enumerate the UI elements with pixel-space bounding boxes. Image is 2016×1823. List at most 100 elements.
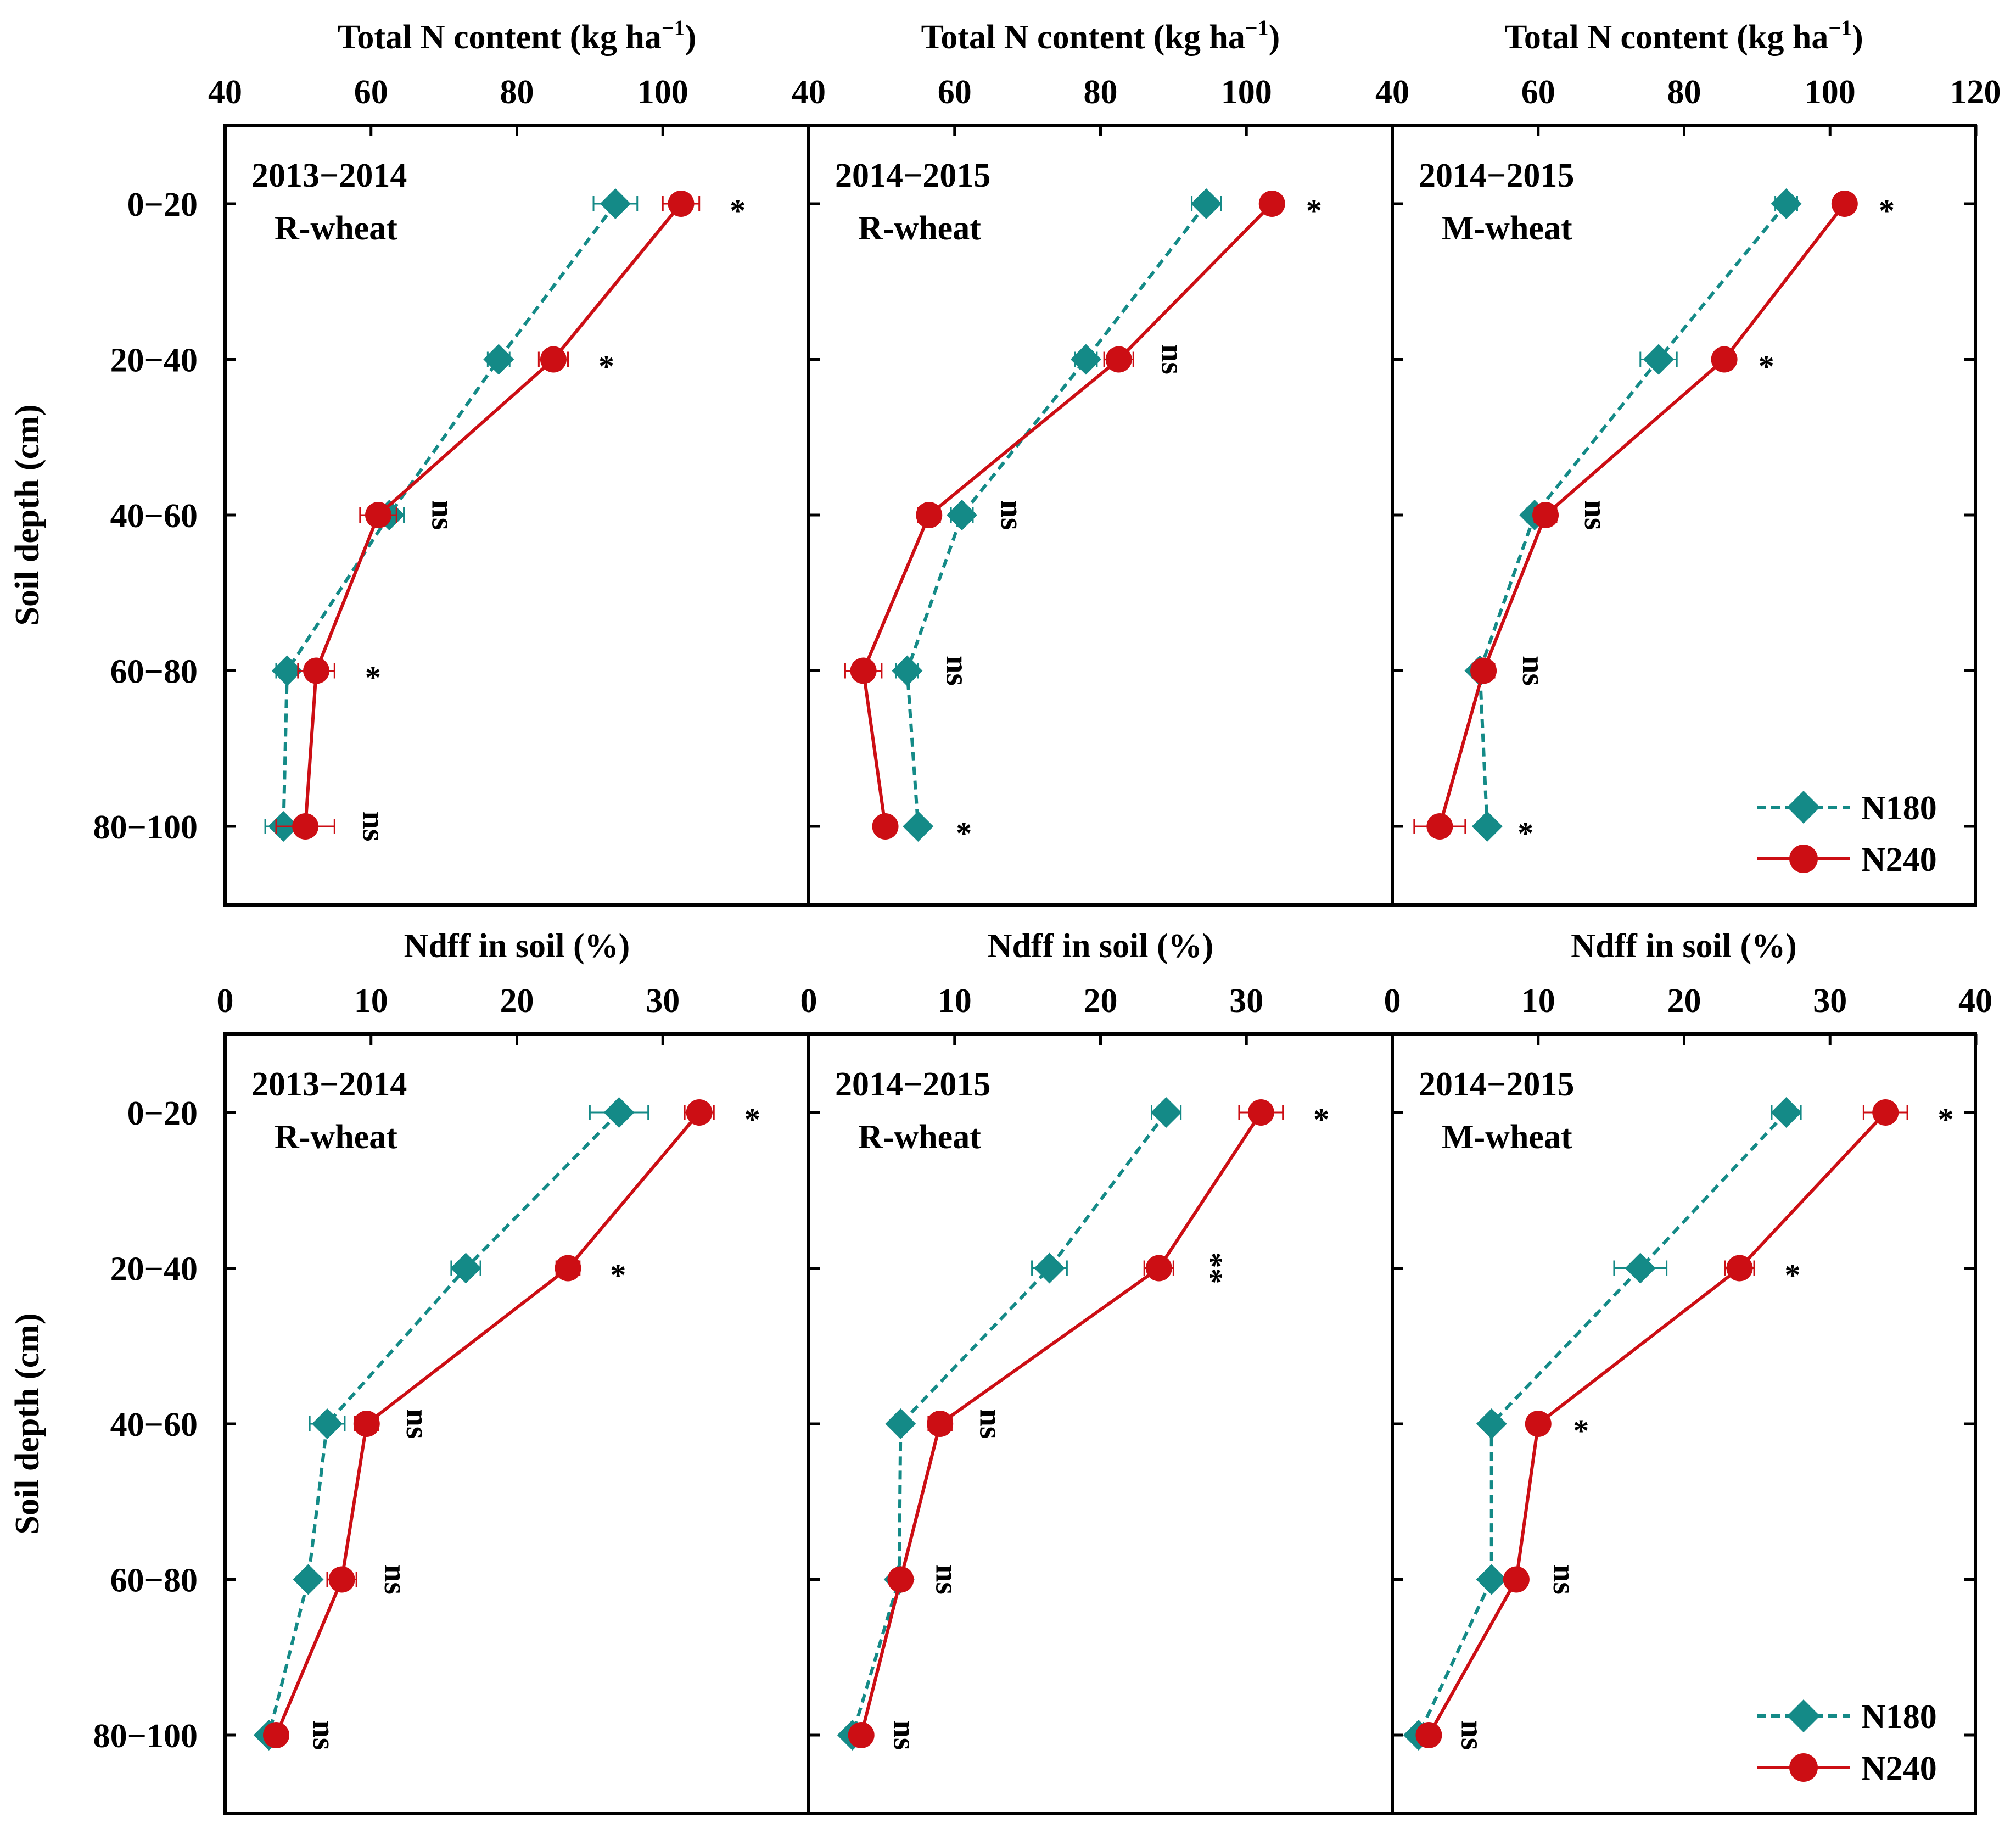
y-tick-label: 0−20	[127, 186, 198, 223]
chart-row-1: 40 60 80 100 40 60 80 100 40 60 80 100 120 Total N co…	[9, 15, 2001, 907]
significance-label: ns	[973, 1409, 1009, 1439]
significance-label: *	[1785, 1257, 1801, 1293]
significance-label: ns	[400, 1409, 435, 1439]
significance-label: *	[365, 660, 381, 696]
significance-label: *	[1879, 193, 1895, 228]
legend-label-n240: N240	[1861, 1750, 1937, 1787]
panel-crop-label: M-wheat	[1442, 210, 1572, 247]
series-line	[1417, 1111, 1788, 1736]
marker-circle	[872, 813, 899, 840]
marker-circle	[292, 813, 319, 840]
significance-label: ns	[425, 500, 461, 530]
marker-circle	[365, 502, 392, 528]
panel-year-label: 2014−2015	[835, 1066, 990, 1103]
panel-1-1: 2013−2014 R-wheat * * ns * ns	[251, 157, 746, 842]
panel-year-label: 2014−2015	[835, 157, 990, 194]
panel-1-2: 2014−2015 R-wheat * ns ns ns *	[835, 157, 1322, 851]
panel-year-label: 2013−2014	[251, 1066, 407, 1103]
x-axis-title: Total N content (kg ha−1)	[921, 15, 1280, 56]
legend-marker-diamond	[1787, 791, 1820, 824]
significance-label: **	[1194, 1252, 1229, 1284]
x-tick-label: 80	[1667, 74, 1701, 111]
significance-label: ns	[306, 1720, 342, 1751]
marker-diamond	[1643, 344, 1674, 375]
panel-crop-label: R-wheat	[275, 1119, 397, 1156]
series-line	[850, 1111, 1168, 1736]
panel-crop-label: R-wheat	[858, 1119, 981, 1156]
marker-circle	[850, 657, 877, 684]
panel-year-label: 2013−2014	[251, 157, 407, 194]
legend-marker-circle	[1789, 1753, 1818, 1782]
significance-label: *	[730, 193, 746, 228]
x-tick-label: 30	[1813, 982, 1847, 1020]
significance-label: *	[956, 815, 972, 851]
x-tick-label: 30	[646, 982, 680, 1020]
marker-circle	[848, 1722, 875, 1748]
panel-year-label: 2014−2015	[1419, 1066, 1574, 1103]
marker-circle	[686, 1099, 713, 1126]
marker-diamond	[271, 655, 303, 686]
x-tick-label: 10	[938, 982, 972, 1020]
marker-diamond	[1476, 1564, 1507, 1595]
legend-label-n180: N180	[1861, 1698, 1937, 1736]
x-axis-title: Ndff in soil (%)	[988, 927, 1214, 965]
series-line	[282, 203, 617, 827]
series-n240	[848, 1099, 1284, 1748]
marker-diamond	[603, 1097, 635, 1128]
x-tick-label: 0	[217, 982, 234, 1020]
marker-circle	[1470, 657, 1497, 684]
x-tick-label: 100	[1221, 74, 1272, 111]
x-tick-label: 20	[1084, 982, 1118, 1020]
marker-diamond	[600, 188, 631, 219]
significance-label: ns	[1155, 344, 1190, 374]
plot-frame	[223, 1032, 1977, 1815]
panel-crop-label: R-wheat	[858, 210, 981, 247]
marker-diamond	[947, 500, 978, 530]
series-n240	[275, 191, 701, 840]
marker-circle	[540, 346, 567, 373]
y-tick-label: 60−80	[110, 1562, 198, 1600]
x-axis-title-text: Total N content (kg ha	[921, 19, 1245, 56]
marker-diamond	[1476, 1408, 1507, 1439]
x-tick-label: 40	[208, 74, 242, 111]
significance-label: ns	[1516, 656, 1552, 686]
significance-label: ns	[929, 1564, 965, 1595]
marker-circle	[1872, 1099, 1899, 1126]
marker-circle	[1426, 813, 1453, 840]
x-tick-label: 80	[500, 74, 534, 111]
series-n180	[253, 1097, 649, 1751]
x-axis-title-text: Ndff in soil (%)	[988, 927, 1214, 965]
significance-label: ns	[378, 1564, 413, 1595]
x-tick-label: 100	[637, 74, 688, 111]
y-tick-label: 80−100	[93, 1718, 198, 1755]
marker-circle	[263, 1722, 290, 1748]
marker-circle	[1415, 1722, 1442, 1748]
x-axis-title-text: Ndff in soil (%)	[1571, 927, 1797, 965]
legend-label-n180: N180	[1861, 790, 1937, 827]
series-line	[267, 1111, 620, 1736]
x-tick-label: 120	[1950, 74, 2001, 111]
legend: N180 N240	[1757, 1698, 1937, 1787]
significance-label: *	[610, 1257, 626, 1293]
series-line	[859, 1111, 1263, 1736]
marker-diamond	[450, 1252, 481, 1284]
x-axis-title-close: )	[1269, 19, 1280, 56]
x-axis-title: Ndff in soil (%)	[1571, 927, 1797, 965]
x-axis-title-text: Total N content (kg ha	[1504, 19, 1828, 56]
marker-circle	[1726, 1255, 1753, 1282]
y-tick-label: 0−20	[127, 1095, 198, 1132]
x-tick-label: 0	[800, 982, 817, 1020]
x-axis-title-superscript: −1	[662, 15, 685, 40]
series-n240	[1413, 191, 1858, 840]
series-line	[905, 203, 1208, 827]
series-n240	[844, 191, 1285, 840]
marker-diamond	[1771, 1097, 1802, 1128]
significance-label: *	[598, 349, 614, 384]
significance-label: ns	[1578, 500, 1614, 530]
marker-diamond	[483, 344, 514, 375]
marker-diamond	[885, 1408, 916, 1439]
x-tick-label: 100	[1805, 74, 1856, 111]
x-tick-label: 40	[1375, 74, 1409, 111]
x-axis-title-superscript: −1	[1245, 15, 1269, 40]
marker-circle	[1105, 346, 1132, 373]
